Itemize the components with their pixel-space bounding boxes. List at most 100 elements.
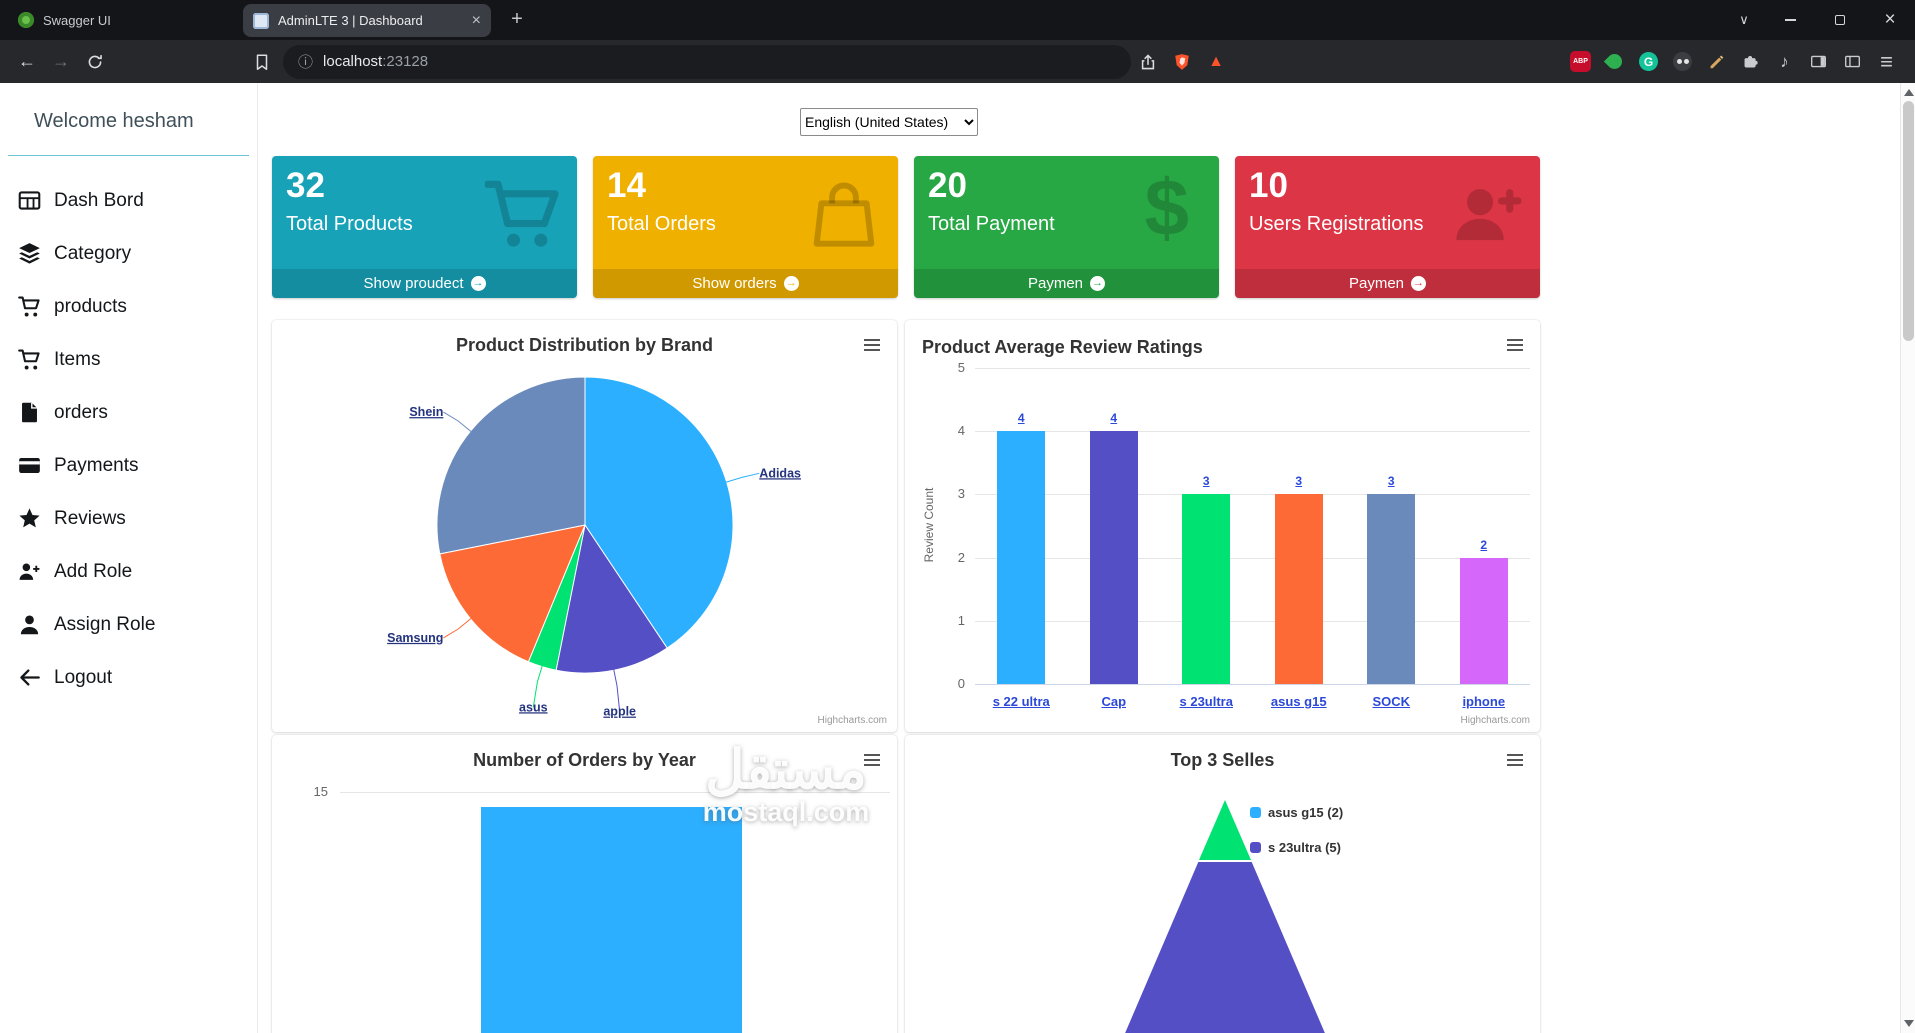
language-select[interactable]: English (United States) bbox=[800, 108, 978, 136]
column-bar-SOCK[interactable] bbox=[1367, 494, 1416, 684]
sidebar-item-logout[interactable]: Logout bbox=[0, 651, 257, 704]
bookmark-icon[interactable] bbox=[245, 45, 279, 79]
brave-rewards-icon[interactable]: ▲ bbox=[1208, 52, 1224, 70]
chart-context-menu-icon[interactable] bbox=[1507, 339, 1523, 354]
bar-value-label[interactable]: 2 bbox=[1480, 537, 1488, 552]
category-label-s-23ultra[interactable]: s 23ultra bbox=[1179, 694, 1233, 709]
legend-item-asus-g15-(2)[interactable]: asus g15 (2) bbox=[1250, 805, 1343, 820]
bar-value-label[interactable]: 3 bbox=[1387, 474, 1395, 489]
info-box-total-products: 32 Total Products Show proudect → bbox=[272, 156, 577, 298]
scroll-up-icon[interactable] bbox=[1904, 89, 1914, 96]
sidebar-panel-icon[interactable] bbox=[1838, 47, 1867, 76]
url-text: localhost:23128 bbox=[323, 53, 429, 70]
chart-title: Product Distribution by Brand bbox=[455, 335, 713, 355]
grammarly-icon[interactable]: G bbox=[1634, 47, 1663, 76]
pyramid-chart bbox=[1120, 800, 1330, 1033]
legend-item-s-23ultra-(5)[interactable]: s 23ultra (5) bbox=[1250, 840, 1341, 855]
brave-shield-icon[interactable] bbox=[1165, 45, 1199, 79]
category-label-iphone[interactable]: iphone bbox=[1462, 694, 1506, 709]
close-button[interactable]: × bbox=[1884, 9, 1896, 30]
info-box-value: 14 bbox=[607, 166, 646, 205]
tab-search-icon[interactable]: ∨ bbox=[1739, 12, 1749, 27]
extensions-puzzle-icon[interactable] bbox=[1736, 47, 1765, 76]
pie-label-connector bbox=[443, 411, 473, 433]
tab-title: Swagger UI bbox=[43, 12, 111, 28]
leaf-extension-icon[interactable] bbox=[1600, 47, 1629, 76]
sidebar-item-items[interactable]: Items bbox=[0, 333, 257, 386]
pie-chart-card: Product Distribution by Brand Adidas appl… bbox=[272, 320, 897, 732]
sidebar-item-assign-role[interactable]: Assign Role bbox=[0, 598, 257, 651]
category-label-s-22-ultra[interactable]: s 22 ultra bbox=[992, 694, 1050, 709]
sidebar-item-products[interactable]: products bbox=[0, 280, 257, 333]
column-bar-iphone[interactable] bbox=[1459, 557, 1508, 684]
sidebar-item-add-role[interactable]: Add Role bbox=[0, 545, 257, 598]
scroll-down-icon[interactable] bbox=[1904, 1020, 1914, 1027]
column-bar-s-23ultra[interactable] bbox=[1182, 494, 1231, 684]
sidebar-item-category[interactable]: Category bbox=[0, 227, 257, 280]
pie-label-Samsung[interactable]: Samsung bbox=[387, 631, 443, 645]
bar-value-label[interactable]: 4 bbox=[1110, 411, 1118, 426]
reading-list-panel-icon[interactable] bbox=[1804, 47, 1833, 76]
maximize-button[interactable] bbox=[1815, 0, 1865, 40]
pie-label-Shein[interactable]: Shein bbox=[409, 405, 443, 419]
sidebar-item-orders[interactable]: orders bbox=[0, 386, 257, 439]
share-icon[interactable] bbox=[1131, 45, 1165, 79]
user-icon bbox=[18, 613, 41, 636]
show-products-link[interactable]: Show proudect → bbox=[272, 269, 577, 298]
chart-context-menu-icon[interactable] bbox=[864, 754, 880, 769]
column-bar-s-22-ultra[interactable] bbox=[997, 431, 1046, 684]
show-orders-link[interactable]: Show orders → bbox=[593, 269, 898, 298]
page-scrollbar[interactable] bbox=[1900, 83, 1915, 1033]
category-label-asus-g15[interactable]: asus g15 bbox=[1270, 694, 1327, 709]
tab-adminlte[interactable]: AdminLTE 3 | Dashboard × bbox=[243, 4, 491, 37]
privacy-mask-icon[interactable] bbox=[1668, 47, 1697, 76]
users-link[interactable]: Paymen → bbox=[1235, 269, 1540, 298]
bar-value-label[interactable]: 3 bbox=[1295, 474, 1303, 489]
gridline bbox=[340, 792, 890, 793]
pie-label-Adidas[interactable]: Adidas bbox=[759, 466, 801, 480]
bar-value-label[interactable]: 3 bbox=[1202, 474, 1210, 489]
url-bar[interactable]: ⓘ localhost:23128 bbox=[283, 44, 1131, 79]
reload-button[interactable] bbox=[78, 45, 112, 79]
orders-bar[interactable] bbox=[481, 807, 742, 1033]
cart-icon bbox=[18, 348, 41, 371]
column-bar-asus-g15[interactable] bbox=[1274, 494, 1323, 684]
pyramid-segment-1[interactable] bbox=[1120, 862, 1330, 1033]
color-picker-icon[interactable] bbox=[1702, 47, 1731, 76]
grid-icon bbox=[18, 189, 41, 212]
sidebar-item-payments[interactable]: Payments bbox=[0, 439, 257, 492]
tab-close-icon[interactable]: × bbox=[471, 11, 481, 29]
sidebar-item-dash-bord[interactable]: Dash Bord bbox=[0, 174, 257, 227]
bar-value-label[interactable]: 4 bbox=[1017, 411, 1025, 426]
highcharts-credits[interactable]: Highcharts.com bbox=[1460, 715, 1530, 726]
payments-link[interactable]: Paymen → bbox=[914, 269, 1219, 298]
gridline bbox=[975, 620, 1530, 622]
chart-context-menu-icon[interactable] bbox=[1507, 754, 1523, 769]
category-label-SOCK[interactable]: SOCK bbox=[1372, 694, 1411, 709]
back-button[interactable]: ← bbox=[18, 51, 36, 71]
new-tab-button[interactable]: + bbox=[511, 8, 523, 30]
chart-title: Top 3 Selles bbox=[1170, 750, 1275, 770]
y-axis-title: Review Count bbox=[922, 487, 936, 563]
adblock-icon[interactable]: ABP bbox=[1566, 47, 1595, 76]
browser-menu-icon[interactable]: ≡ bbox=[1880, 48, 1893, 74]
highcharts-credits[interactable]: Highcharts.com bbox=[817, 715, 887, 726]
forward-button: → bbox=[52, 51, 70, 71]
pie-label-connector bbox=[613, 668, 621, 712]
column-chart: 0 1 2 3 4 5 Review Count 4 s 22 ultra 4 Cap 3 s 23ul… bbox=[905, 320, 1540, 732]
category-label-Cap[interactable]: Cap bbox=[1101, 694, 1127, 709]
minimize-button[interactable] bbox=[1765, 0, 1815, 40]
y-tick-label: 4 bbox=[957, 423, 965, 439]
column-bar-Cap[interactable] bbox=[1089, 431, 1138, 684]
sidebar-item-reviews[interactable]: Reviews bbox=[0, 492, 257, 545]
tab-swagger[interactable]: Swagger UI bbox=[18, 12, 213, 28]
media-control-icon[interactable]: ♪ bbox=[1780, 51, 1789, 71]
pie-slice-Shein[interactable] bbox=[436, 376, 586, 555]
chart-context-menu-icon[interactable] bbox=[864, 339, 880, 354]
sidebar-nav: Dash Bord Category products Items orders Paym… bbox=[0, 174, 257, 704]
pie-label-asus[interactable]: asus bbox=[519, 700, 548, 714]
pyramid-segment-0[interactable] bbox=[1199, 800, 1251, 860]
site-info-icon[interactable]: ⓘ bbox=[298, 54, 314, 71]
pie-label-apple[interactable]: apple bbox=[603, 705, 636, 719]
scrollbar-thumb[interactable] bbox=[1903, 101, 1914, 341]
